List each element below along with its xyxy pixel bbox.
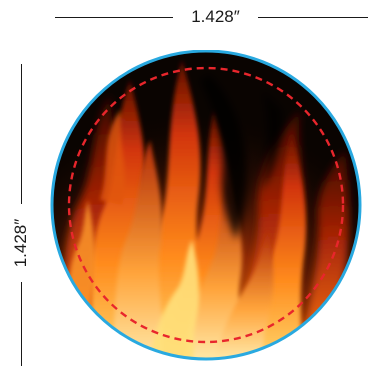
height-dimension-label: 1.428″ — [11, 218, 30, 268]
safe-zone-line — [67, 66, 345, 344]
height-dimension-line-bottom — [21, 282, 22, 366]
width-dimension-label: 1.428″ — [191, 7, 240, 26]
circular-badge — [50, 50, 362, 361]
dark-gaps — [200, 75, 283, 240]
width-dimension-line-left — [55, 17, 173, 18]
height-dimension-line-top — [21, 64, 22, 204]
width-dimension-line-right — [258, 17, 368, 18]
flame-artwork — [52, 51, 360, 359]
badge-outline — [50, 50, 362, 361]
